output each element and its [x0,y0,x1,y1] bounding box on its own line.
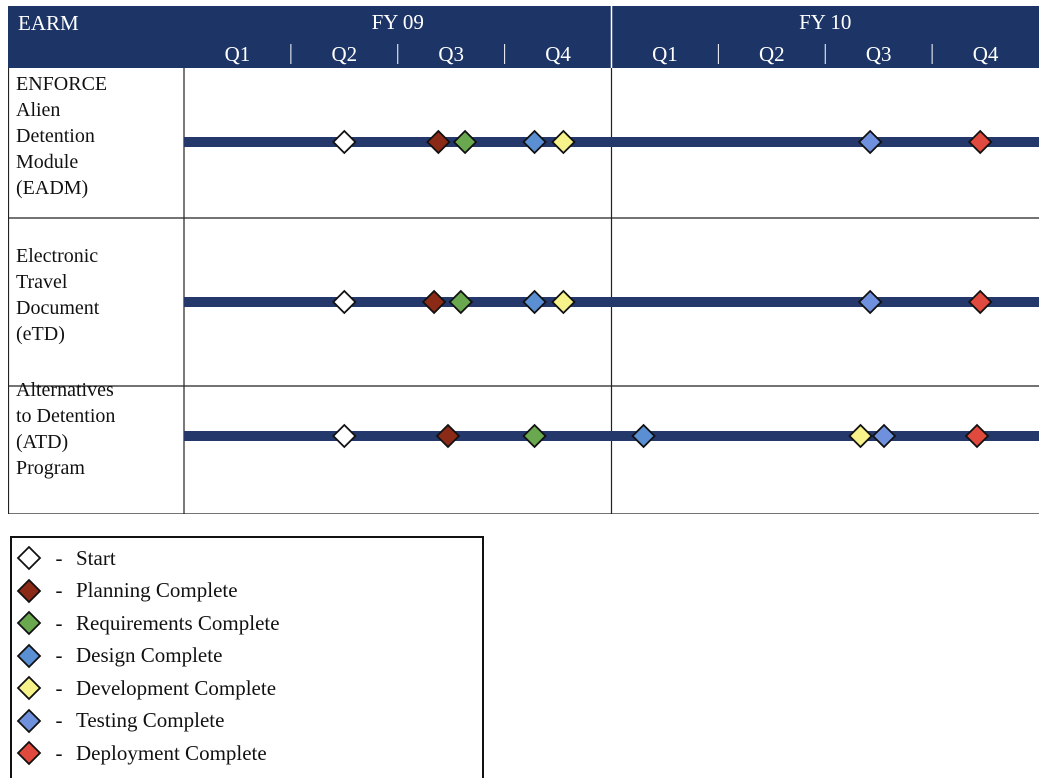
quarter-label: Q4 [545,42,571,66]
quarter-label: Q2 [759,42,785,66]
row-label-line: Alien [16,99,60,121]
legend-dash: - [55,545,63,570]
quarter-label: Q3 [438,42,464,66]
legend-item-planning: - Planning Complete [16,577,238,605]
row-label-line: Travel [16,271,68,293]
milestone-planning [435,423,461,449]
diamond-icon [16,610,42,636]
legend: - Start - Planning Complete - Requirements Co… [10,536,484,778]
corner-label: EARM [18,11,79,35]
diamond-icon [16,708,42,733]
milestone-design [631,423,656,449]
row-label-line: (EADM) [16,177,88,199]
milestone-planning [421,289,447,315]
legend-item-requirements: - Requirements Complete [16,609,280,637]
quarter-label: Q4 [973,42,999,66]
quarter-label: Q1 [225,42,251,66]
milestone-requirements [448,289,474,315]
milestone-development [551,129,576,155]
row-label-line: (ATD) [16,431,68,453]
legend-label: Development Complete [76,675,277,700]
milestone-deployment [967,289,993,315]
milestone-testing [857,289,883,315]
timeline-bar [184,137,1039,147]
legend-item-start: - Start [16,544,116,572]
milestone-deployment [967,129,993,155]
row-label-line: Document [16,297,100,319]
milestone-timeline-chart: EARM FY 09 FY 10 Q1 Q2 Q3 Q4 Q1 Q2 Q3 Q4 ENFORCE Ali… [8,6,1039,514]
row-label-line: Detention [16,125,95,147]
milestone-design [522,129,547,155]
legend-dash: - [55,708,63,732]
milestone-start [332,423,357,449]
milestone-requirements [522,423,547,449]
legend-dash: - [55,740,63,765]
diamond-icon [16,740,42,766]
row-label-line: ENFORCE [16,73,107,95]
row-label-line: (eTD) [16,323,65,345]
diamond-icon [16,675,42,701]
milestone-start [332,289,357,315]
milestone-testing [857,129,883,155]
milestone-design [522,289,547,315]
quarter-label: Q1 [652,42,678,66]
legend-item-deployment: - Deployment Complete [16,739,267,767]
quarter-label: Q2 [331,42,357,66]
fiscal-year-label: FY 09 [372,10,424,34]
quarter-label: Q3 [866,42,892,66]
legend-item-development: - Development Complete [16,674,276,702]
milestone-testing [871,423,897,449]
diamond-icon [16,578,42,603]
header-band [8,6,1039,68]
milestone-deployment [964,423,990,449]
row-label-line: Alternatives [16,379,114,401]
legend-item-testing: - Testing Complete [16,707,224,735]
row-label-line: to Detention [16,405,115,427]
diamond-icon [16,545,42,571]
milestone-requirements [452,129,478,155]
legend-item-design: - Design Complete [16,642,222,670]
timeline-bar [184,431,1039,441]
row-label-line: Electronic [16,245,98,267]
legend-label: Testing Complete [76,708,225,732]
row-label-line: Module [16,151,78,173]
legend-label: Requirements Complete [76,610,280,635]
legend-dash: - [55,643,63,667]
legend-label: Design Complete [76,643,223,667]
legend-label: Start [76,545,116,570]
row-label-line: Program [16,457,85,479]
timeline-bar [184,297,1039,307]
fiscal-year-label: FY 10 [799,10,851,34]
timeline-svg: EARM FY 09 FY 10 Q1 Q2 Q3 Q4 Q1 Q2 Q3 Q4 ENFORCE Ali… [8,6,1039,514]
milestone-start [332,129,357,155]
milestone-planning [426,129,451,155]
milestone-development [848,423,873,449]
legend-dash: - [55,610,63,635]
legend-label: Deployment Complete [76,740,267,765]
milestone-development [551,289,576,315]
legend-dash: - [55,675,63,700]
diamond-icon [16,643,42,668]
legend-dash: - [55,578,63,602]
legend-label: Planning Complete [76,578,238,602]
